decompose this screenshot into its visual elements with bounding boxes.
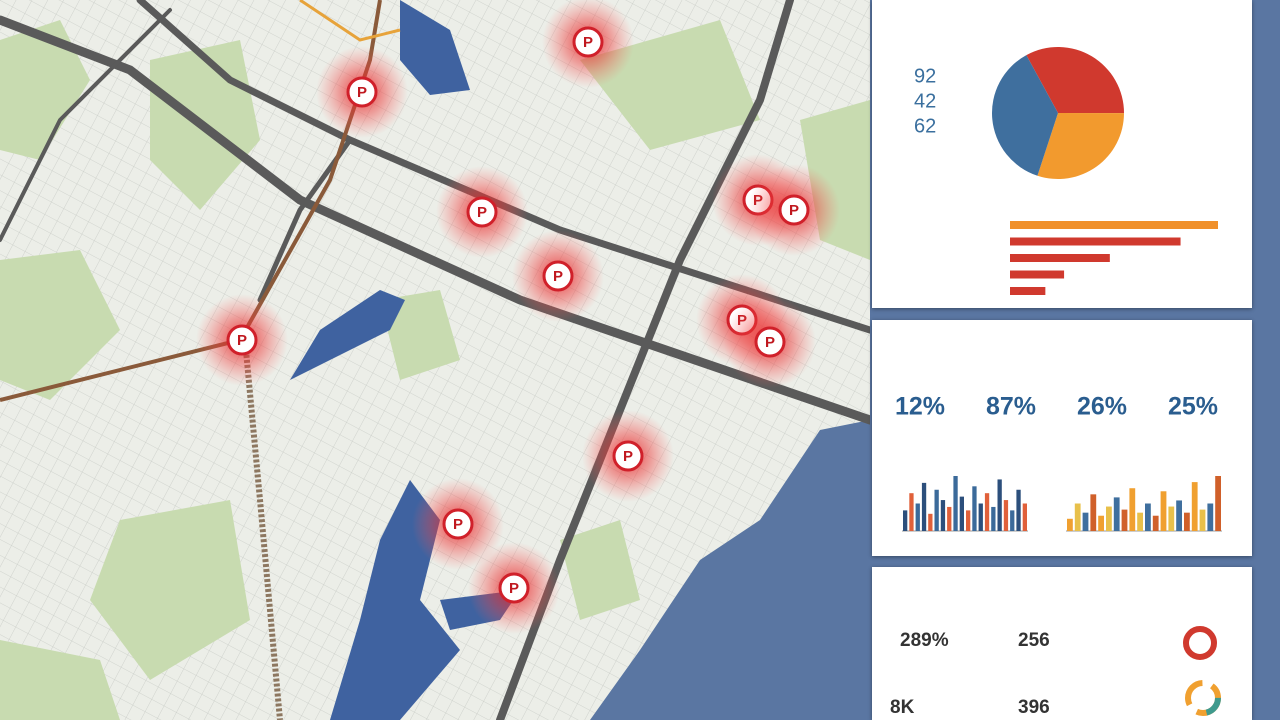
pie-label: 62 xyxy=(914,115,936,137)
bar xyxy=(1010,270,1065,279)
kpi-value: 87% xyxy=(986,393,1036,421)
bar xyxy=(966,510,971,531)
parks xyxy=(0,20,870,720)
bar xyxy=(1152,515,1159,531)
hotspot-label: P xyxy=(477,204,487,221)
bar xyxy=(909,493,914,531)
rail-line xyxy=(242,339,283,720)
bar xyxy=(1113,497,1120,531)
bar xyxy=(934,489,939,531)
pie-slice xyxy=(1037,113,1124,179)
pie-label: 92 xyxy=(914,65,936,87)
pie-label: 42 xyxy=(914,90,936,112)
bar xyxy=(1010,254,1110,262)
pie-slice xyxy=(1026,47,1124,114)
map: PPPPPPPPPPPP xyxy=(0,0,870,720)
stat-value: 256 xyxy=(1018,630,1050,651)
hotspot-marker xyxy=(346,76,378,108)
bar xyxy=(940,500,946,531)
donut-icon xyxy=(1185,680,1221,716)
bar xyxy=(1137,512,1143,531)
stats-panel: 289% 256 8K 396 xyxy=(872,567,1252,720)
highway xyxy=(0,0,382,402)
hotspot-marker xyxy=(466,196,498,228)
bar xyxy=(1098,515,1104,531)
hotspot-label: P xyxy=(237,332,247,349)
hotspot-label: P xyxy=(453,516,463,533)
bar xyxy=(1160,491,1167,531)
pie-slice xyxy=(992,55,1058,176)
kpi-value: 12% xyxy=(895,393,945,421)
hotspot-marker xyxy=(442,508,474,540)
hotspot-label: P xyxy=(509,580,519,597)
pie-panel: 92 42 62 xyxy=(872,0,1252,308)
bar xyxy=(915,503,920,531)
pie-panel-graphics: 92 42 62 xyxy=(914,47,1218,295)
bar xyxy=(972,486,977,531)
main-roads xyxy=(0,0,870,720)
stat-value: 396 xyxy=(1018,697,1050,718)
bar xyxy=(1010,237,1181,246)
hotspot-marker xyxy=(778,194,810,226)
road xyxy=(299,0,401,42)
bar xyxy=(991,506,996,531)
hotspot-marker xyxy=(754,326,786,358)
bar xyxy=(1191,482,1198,531)
bar xyxy=(1067,518,1073,531)
hotspot-marker xyxy=(612,440,644,472)
bar xyxy=(1121,509,1128,531)
kpi-panel: 12% 87% 26% 25% xyxy=(872,320,1252,556)
hotspot-marker xyxy=(226,324,258,356)
donut-icon xyxy=(1183,626,1217,660)
bar xyxy=(1207,503,1214,531)
kpi-panel-graphics: 12% 87% 26% 25% xyxy=(895,393,1222,532)
kpi-value: 26% xyxy=(1077,393,1127,421)
kpi-value: 25% xyxy=(1168,393,1218,421)
bar xyxy=(928,513,933,531)
hotspot-label: P xyxy=(765,334,775,351)
bar xyxy=(978,503,983,531)
hotspot-label: P xyxy=(789,202,799,219)
bar xyxy=(1199,509,1206,531)
bar xyxy=(1010,510,1015,531)
bar xyxy=(1106,506,1112,531)
bar xyxy=(1090,494,1097,531)
bar xyxy=(997,479,1002,531)
hotspot-marker xyxy=(498,572,530,604)
stat-value: 289% xyxy=(900,630,949,651)
bar xyxy=(1168,506,1175,531)
hotspot-marker xyxy=(572,26,604,58)
bar xyxy=(1010,287,1046,295)
bar xyxy=(1016,489,1021,531)
bar xyxy=(1074,503,1081,531)
bar xyxy=(1145,503,1151,531)
bar xyxy=(1082,512,1089,531)
hotspot-label: P xyxy=(623,448,633,465)
stat-value: 8K xyxy=(890,697,915,718)
bar xyxy=(1022,503,1027,531)
hotspot-label: P xyxy=(583,34,593,51)
bar xyxy=(947,506,952,531)
bar xyxy=(1010,221,1218,229)
bar xyxy=(1184,512,1190,531)
bar xyxy=(984,493,990,531)
bar xyxy=(921,482,927,531)
bar xyxy=(1003,500,1009,531)
hotspot-label: P xyxy=(553,268,563,285)
stats-panel-graphics: 289% 256 8K 396 xyxy=(890,626,1221,718)
hotspot-marker xyxy=(542,260,574,292)
hotspot-label: P xyxy=(357,84,367,101)
bar xyxy=(953,476,958,531)
bar xyxy=(1129,488,1136,531)
bar xyxy=(1176,500,1182,531)
bar xyxy=(959,496,964,531)
bar xyxy=(1215,476,1221,531)
bar xyxy=(903,510,908,531)
